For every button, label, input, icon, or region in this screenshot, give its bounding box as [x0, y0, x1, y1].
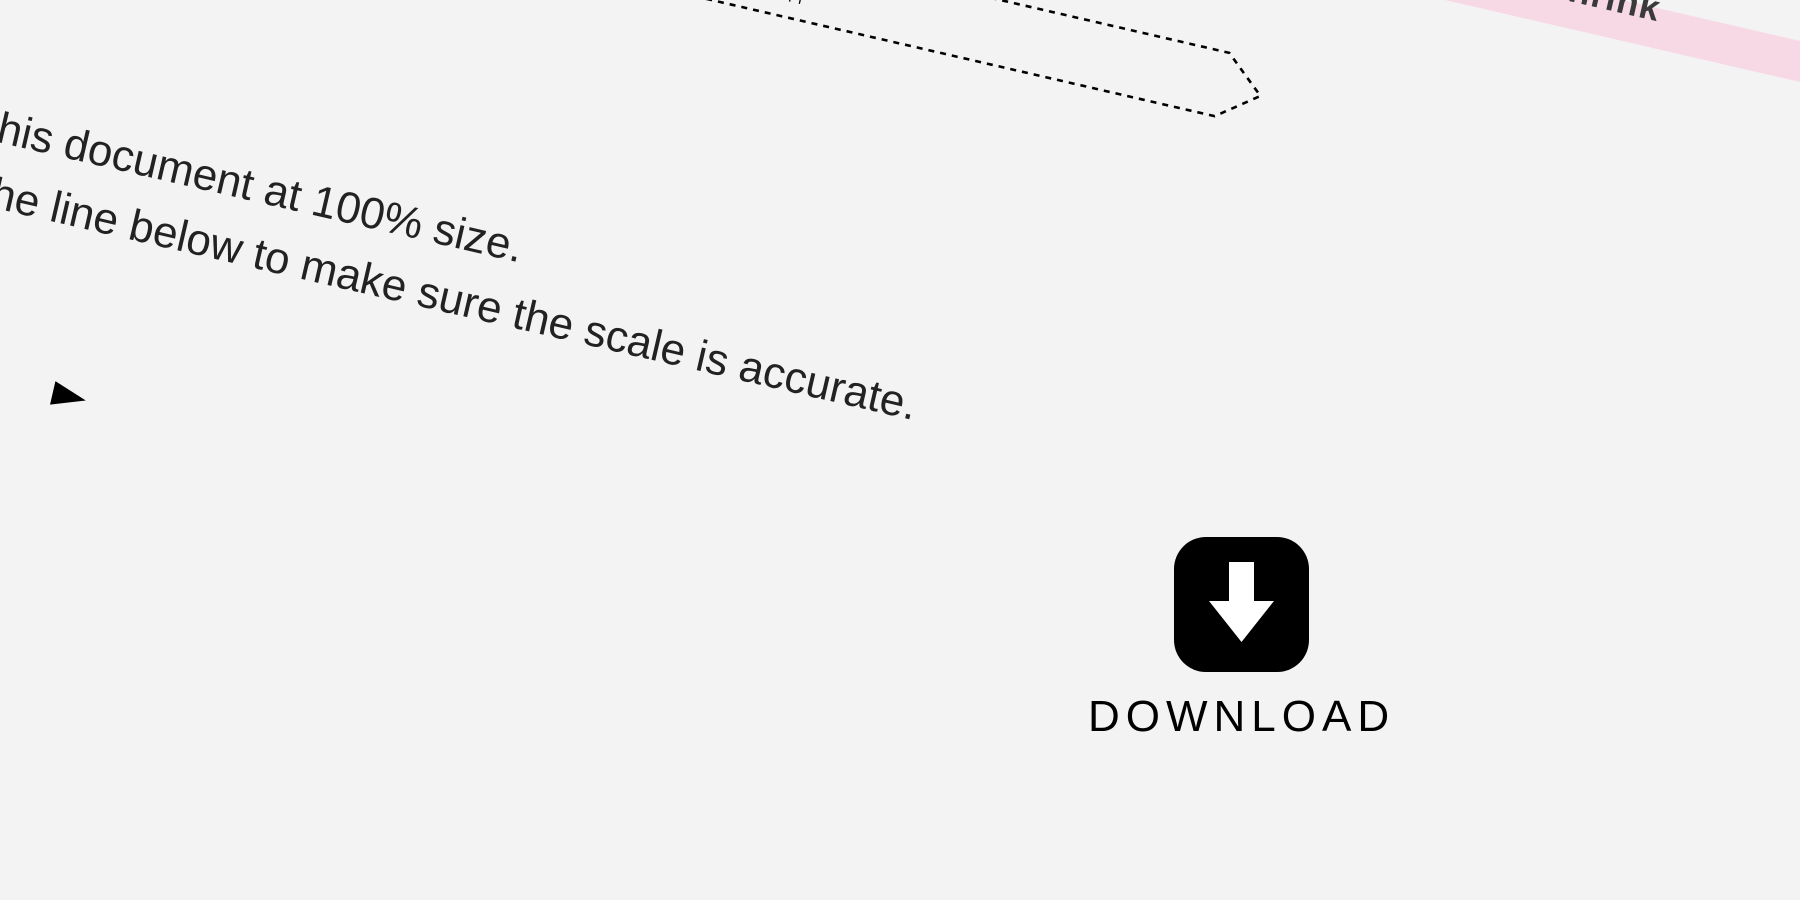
page-root: SIZE THIS PAGE AND FIND OUT YOUR RING Pr…	[0, 0, 1800, 900]
download-icon	[1174, 537, 1309, 672]
ruler-letter-bottom: Y	[759, 0, 774, 2]
download-button[interactable]: DOWNLOAD	[1088, 537, 1395, 742]
bottom-arrow-icon	[47, 377, 114, 429]
rotated-document: SIZE THIS PAGE AND FIND OUT YOUR RING Pr…	[0, 0, 1800, 900]
download-label: DOWNLOAD	[1088, 692, 1395, 742]
size-ruler: BDFHJLNPRTVXZACEGKMOQSUWY	[535, 0, 807, 9]
